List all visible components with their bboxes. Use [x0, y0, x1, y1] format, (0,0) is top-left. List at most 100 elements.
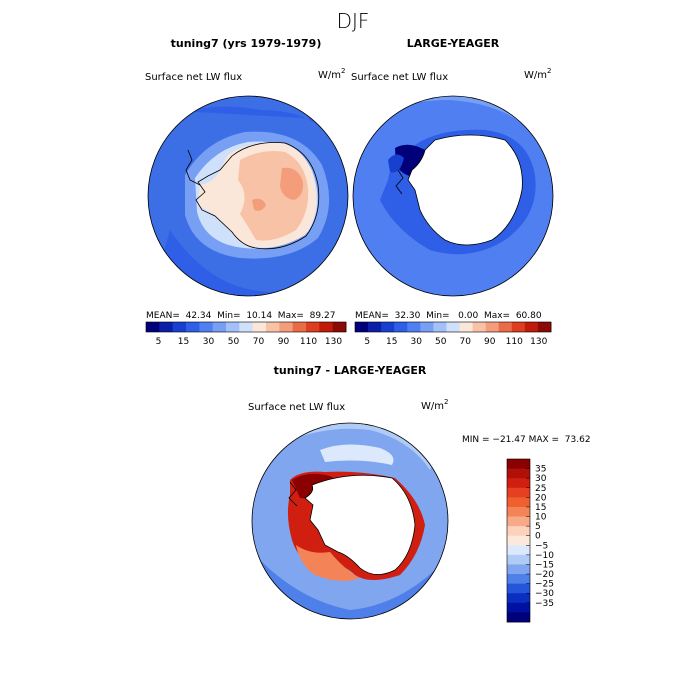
diff-colorbar-tick-label: −30	[535, 589, 554, 599]
left-colorbar-tick-label: 5	[156, 337, 162, 347]
right-colorbar-tick-label: 50	[435, 337, 447, 347]
diff-colorbar-tick-label: −35	[535, 599, 554, 609]
figure-title: DJF	[337, 9, 370, 33]
left-colorbar-tick-label: 90	[278, 337, 290, 347]
left-colorbar-tick-label: 50	[228, 337, 240, 347]
right-units-label: W/m2	[524, 67, 551, 81]
diff-colorbar-tick-label: 5	[535, 522, 541, 532]
right-colorbar-frame	[354, 321, 552, 333]
right-colorbar-swatch	[537, 322, 552, 332]
right-colorbar-swatch	[407, 322, 421, 332]
diff-colorbar-tick-label: 25	[535, 484, 546, 494]
right-colorbar-tick-label: 130	[530, 337, 547, 347]
left-colorbar-swatch	[199, 322, 214, 332]
diff-colorbar-swatch	[507, 564, 530, 575]
right-colorbar-swatch	[394, 322, 408, 332]
left-colorbar-swatch	[252, 322, 267, 332]
right-variable-label: Surface net LW flux	[351, 72, 448, 83]
diff-colorbar-tick-label: 0	[535, 532, 541, 542]
left-panel-title: tuning7 (yrs 1979-1979)	[171, 37, 322, 50]
left-colorbar-swatch	[212, 322, 227, 332]
diff-colorbar-tick-label: 10	[535, 513, 547, 523]
diff-colorbar-swatch	[507, 602, 530, 613]
left-units-label: W/m2	[318, 67, 345, 81]
diff-colorbar-tick-label: 15	[535, 503, 546, 513]
left-colorbar-tick-label: 70	[253, 337, 265, 347]
diff-colorbar-swatch	[507, 487, 530, 498]
right-colorbar-swatch	[524, 322, 539, 332]
left-colorbar-swatch	[332, 322, 347, 332]
diff-colorbar-swatch	[507, 497, 530, 508]
diff-colorbar-swatch	[507, 583, 530, 594]
right-panel-title: LARGE-YEAGER	[407, 37, 500, 50]
left-colorbar-tick-label: 110	[300, 337, 317, 347]
left-colorbar-swatch	[239, 322, 254, 332]
diff-colorbar-swatch	[507, 506, 530, 517]
diff-colorbar-tick-label: 20	[535, 493, 547, 503]
right-colorbar-swatch	[511, 322, 526, 332]
diff-colorbar-swatch	[507, 545, 530, 556]
diff-colorbar-swatch	[507, 574, 530, 585]
diff-colorbar-tick-label: 30	[535, 474, 547, 484]
diff-colorbar-tick-label: −5	[535, 541, 548, 551]
left-colorbar-swatch	[159, 322, 174, 332]
left-colorbar-tick-label: 15	[178, 337, 189, 347]
diff-colorbar-swatch	[507, 535, 530, 546]
left-colorbar-frame	[145, 321, 347, 333]
diff-colorbar-swatch	[507, 468, 530, 479]
left-polar-map	[148, 96, 348, 296]
diff-variable-label: Surface net LW flux	[248, 402, 345, 413]
right-colorbar-tick-label: 110	[506, 337, 523, 347]
diff-colorbar-swatch	[507, 593, 530, 604]
diff-colorbar-swatch	[507, 478, 530, 489]
diff-colorbar-swatch	[507, 459, 530, 469]
right-colorbar-swatch	[498, 322, 513, 332]
right-colorbar-tick-label: 70	[460, 337, 472, 347]
right-colorbar-tick-label: 90	[484, 337, 496, 347]
diff-colorbar-frame	[506, 458, 531, 623]
left-colorbar-swatch	[279, 322, 294, 332]
left-colorbar: 5 15 30 50 70 90 110 130	[145, 321, 347, 347]
right-stats-text: MEAN= 32.30 Min= 0.00 Max= 60.80	[355, 311, 542, 321]
left-colorbar-swatch	[266, 322, 280, 332]
left-colorbar-swatch	[292, 322, 307, 332]
diff-colorbar-swatch	[507, 554, 530, 565]
left-colorbar-swatch	[186, 322, 200, 332]
diff-colorbar-swatch	[507, 516, 530, 527]
right-colorbar: 5 15 30 50 70 90 110 130	[354, 321, 552, 347]
right-colorbar-swatch	[472, 322, 487, 332]
right-colorbar-swatch	[381, 322, 395, 332]
diff-units-label: W/m2	[421, 398, 448, 412]
right-colorbar-swatch	[446, 322, 460, 332]
left-variable-label: Surface net LW flux	[145, 72, 242, 83]
diff-colorbar-tick-label: −25	[535, 580, 554, 590]
diff-colorbar-tick-label: −15	[535, 560, 554, 570]
right-colorbar-swatch	[368, 322, 382, 332]
left-colorbar-swatch	[226, 322, 240, 332]
diff-colorbar-tick-label: −20	[535, 570, 554, 580]
right-colorbar-swatch	[485, 322, 500, 332]
left-colorbar-tick-label: 30	[203, 337, 215, 347]
right-colorbar-tick-label: 30	[411, 337, 423, 347]
right-colorbar-swatch	[420, 322, 434, 332]
diff-colorbar-tick-label: 35	[535, 465, 546, 475]
left-colorbar-swatch	[319, 322, 334, 332]
right-colorbar-tick-label: 5	[364, 337, 370, 347]
left-colorbar-swatch	[306, 322, 320, 332]
right-colorbar-tick-label: 15	[386, 337, 397, 347]
right-colorbar-swatch	[433, 322, 447, 332]
left-colorbar-tick-label: 130	[325, 337, 342, 347]
diff-stats-text: MIN = −21.47 MAX = 73.62	[462, 435, 591, 445]
diff-colorbar-tick-label: −10	[535, 551, 554, 561]
diff-colorbar-swatch	[507, 526, 530, 537]
left-colorbar-swatch	[172, 322, 187, 332]
right-colorbar-swatch	[355, 322, 369, 332]
right-colorbar-swatch	[459, 322, 473, 332]
diff-polar-map	[252, 423, 448, 619]
left-colorbar-swatch	[146, 322, 160, 332]
diff-colorbar-swatch	[507, 612, 530, 623]
diff-panel-title: tuning7 - LARGE-YEAGER	[274, 364, 427, 377]
left-stats-text: MEAN= 42.34 Min= 10.14 Max= 89.27	[146, 311, 335, 321]
right-polar-map	[353, 96, 553, 296]
